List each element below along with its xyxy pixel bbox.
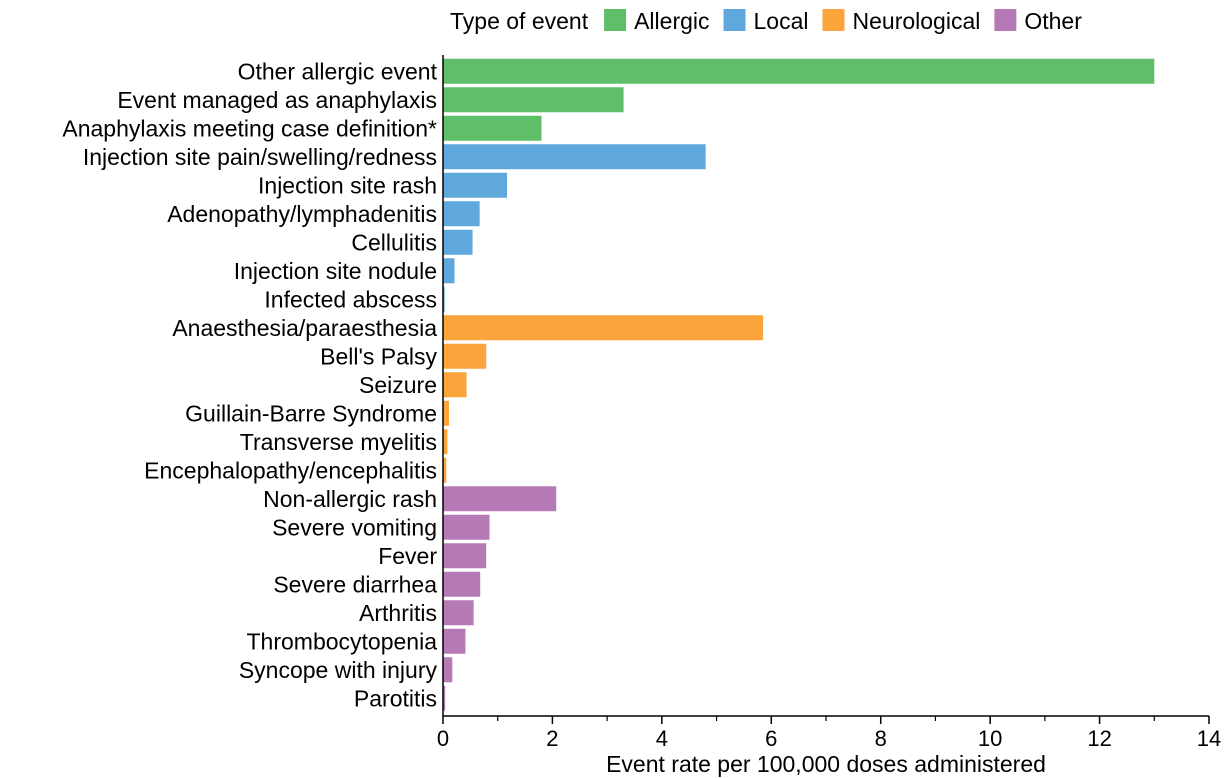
category-label: Anaphylaxis meeting case definition*	[62, 115, 437, 141]
bar-infected-abscess	[443, 286, 445, 312]
bar-anaesthesia-paraesthesia	[443, 315, 764, 341]
category-label: Arthritis	[359, 600, 437, 626]
category-label: Other allergic event	[238, 58, 438, 84]
bar-thrombocytopenia	[443, 628, 466, 654]
bar-guillain-barre-syndrome	[443, 400, 450, 426]
bar-injection-site-pain-swelling-redness	[443, 144, 706, 170]
x-tick-label: 4	[656, 726, 668, 751]
category-label: Thrombocytopenia	[247, 628, 438, 654]
category-label: Bell's Palsy	[320, 343, 437, 369]
bar-severe-diarrhea	[443, 571, 481, 597]
legend-swatch-local	[723, 9, 746, 31]
category-label: Syncope with injury	[239, 657, 438, 683]
bar-fever	[443, 543, 487, 569]
bar-other-allergic-event	[443, 58, 1155, 84]
bar-injection-site-rash	[443, 172, 508, 198]
legend-label-other: Other	[1024, 8, 1082, 34]
category-label: Transverse myelitis	[240, 429, 437, 455]
bar-transverse-myelitis	[443, 429, 448, 455]
category-label: Cellulitis	[351, 229, 437, 255]
bar-parotitis	[443, 685, 446, 711]
bar-cellulitis	[443, 229, 473, 255]
x-tick-label: 12	[1087, 726, 1111, 751]
bar-event-managed-as-anaphylaxis	[443, 87, 624, 113]
x-tick-label: 6	[765, 726, 777, 751]
legend-title: Type of event	[450, 8, 589, 34]
x-tick-label: 2	[546, 726, 558, 751]
category-label: Injection site pain/swelling/redness	[83, 144, 437, 170]
x-tick-label: 10	[978, 726, 1002, 751]
category-label: Adenopathy/lymphadenitis	[167, 201, 437, 227]
legend-swatch-allergic	[604, 9, 627, 31]
bars	[443, 58, 1155, 711]
bar-non-allergic-rash	[443, 486, 557, 512]
category-label: Non-allergic rash	[263, 486, 437, 512]
legend-label-neurological: Neurological	[853, 8, 981, 34]
bar-anaphylaxis-meeting-case-definition	[443, 115, 542, 141]
bar-encephalopathy-encephalitis	[443, 457, 447, 483]
bar-injection-site-nodule	[443, 258, 455, 284]
category-label: Encephalopathy/encephalitis	[144, 457, 437, 483]
bar-seizure	[443, 372, 467, 398]
x-axis: 0 2 4 6 8 10 12 14	[437, 55, 1221, 751]
category-label: Seizure	[359, 372, 437, 398]
bar-adenopathy-lymphadenitis	[443, 201, 480, 227]
category-label: Injection site rash	[258, 172, 437, 198]
legend: Type of event Allergic Local Neurological O…	[450, 8, 1082, 34]
category-label: Fever	[378, 543, 437, 569]
legend-label-allergic: Allergic	[634, 8, 709, 34]
category-label: Guillain-Barre Syndrome	[185, 400, 437, 426]
x-tick-label: 0	[437, 726, 449, 751]
x-tick-label: 14	[1197, 726, 1221, 751]
legend-label-local: Local	[754, 8, 809, 34]
category-label: Parotitis	[354, 685, 437, 711]
x-tick-label: 8	[875, 726, 887, 751]
bar-arthritis	[443, 600, 474, 626]
category-label: Event managed as anaphylaxis	[117, 87, 437, 113]
category-labels: Other allergic event Event managed as ana…	[62, 58, 437, 711]
category-label: Injection site nodule	[234, 258, 437, 284]
category-label: Infected abscess	[264, 286, 437, 312]
category-label: Severe vomiting	[272, 514, 437, 540]
category-label: Anaesthesia/paraesthesia	[172, 315, 437, 341]
bar-bell-s-palsy	[443, 343, 487, 369]
bar-syncope-with-injury	[443, 657, 453, 683]
x-axis-title: Event rate per 100,000 doses administere…	[606, 751, 1046, 777]
bar-severe-vomiting	[443, 514, 490, 540]
legend-swatch-neurological	[822, 9, 845, 31]
legend-swatch-other	[994, 9, 1017, 31]
category-label: Severe diarrhea	[273, 571, 437, 597]
